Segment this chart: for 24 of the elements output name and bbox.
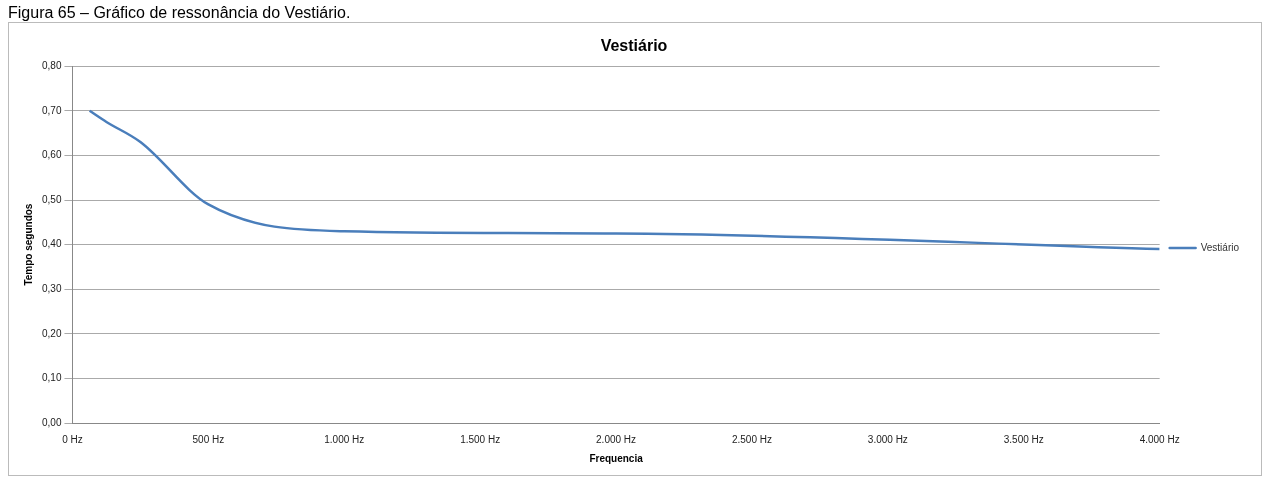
chart-title: Vestiário bbox=[600, 37, 668, 55]
y-tick-label: 0,00 bbox=[41, 416, 62, 428]
legend-label: Vestiário bbox=[1200, 241, 1240, 253]
y-tick-label: 0,50 bbox=[41, 193, 62, 205]
y-axis-title: Tempo segundos bbox=[22, 203, 34, 286]
x-tick-label: 3.000 Hz bbox=[867, 433, 908, 445]
x-tick-label: 2.000 Hz bbox=[596, 433, 637, 445]
x-tick-label: 1.500 Hz bbox=[460, 433, 501, 445]
x-axis-title: Frequencia bbox=[589, 452, 644, 464]
y-tick-label: 0,40 bbox=[41, 238, 62, 250]
y-tick-label: 0,80 bbox=[41, 59, 62, 71]
x-tick-label: 1.000 Hz bbox=[324, 433, 365, 445]
y-tick-label: 0,30 bbox=[41, 282, 62, 294]
y-tick-label: 0,20 bbox=[41, 327, 62, 339]
text: Figura 65 – Gráfico de ressonância do Vestiário. bbox=[8, 4, 352, 22]
y-tick-label: 0,60 bbox=[41, 149, 62, 161]
y-tick-label: 0,10 bbox=[41, 372, 62, 384]
line-series bbox=[88, 109, 1160, 251]
y-tick-label: 0,70 bbox=[41, 104, 62, 116]
x-tick-label: 500 Hz bbox=[192, 433, 225, 445]
x-tick-label: 4.000 Hz bbox=[1139, 433, 1180, 445]
x-tick-label: 0 Hz bbox=[62, 433, 83, 445]
x-tick-label: 3.500 Hz bbox=[1003, 433, 1044, 445]
x-tick-label: 2.500 Hz bbox=[731, 433, 772, 445]
